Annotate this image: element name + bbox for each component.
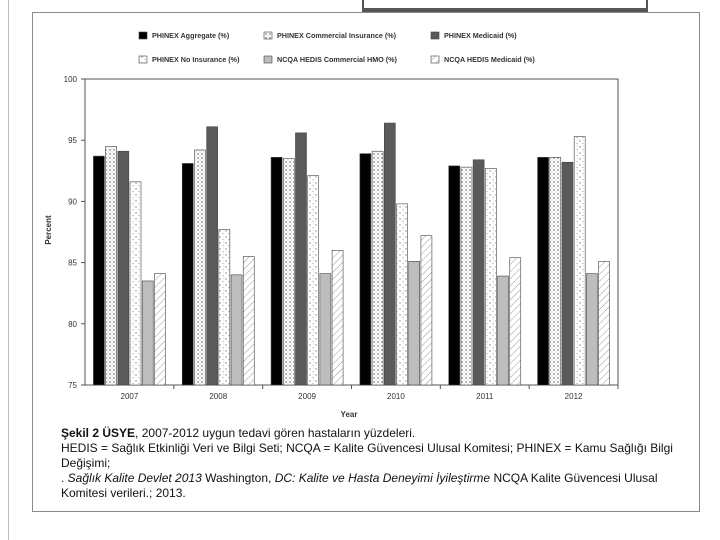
legend-label: PHINEX Commercial Insurance (%): [277, 31, 397, 40]
bar: [307, 175, 319, 386]
bar: [448, 165, 461, 386]
x-tick-label: 2008: [209, 392, 227, 401]
legend-swatch: [263, 31, 273, 40]
bar: [154, 273, 166, 386]
chart-legend: PHINEX Aggregate (%) PHINEX Commercial In…: [138, 31, 535, 64]
caption-line-3-suffix: NCQA Kalite Güvencesi Ulusal Komitesi ve…: [61, 471, 658, 500]
x-tick-label: 2007: [121, 392, 139, 401]
bar: [561, 161, 574, 386]
y-tick-label: 90: [68, 197, 77, 206]
bar: [509, 257, 522, 386]
bar: [105, 146, 117, 386]
bar: [485, 168, 497, 386]
bar: [295, 132, 307, 386]
bar: [598, 261, 610, 386]
y-tick-label: 75: [68, 381, 77, 390]
legend-swatch: [263, 55, 273, 64]
caption-line-3: . Sağlık Kalite Devlet 2013 Washington, …: [61, 471, 681, 501]
legend-swatch: [430, 31, 440, 40]
bar: [181, 163, 194, 386]
figure-caption: Şekil 2 ÜSYE, 2007-2012 uygun tedavi gör…: [61, 426, 681, 501]
caption-line-2: HEDIS = Sağlık Etkinliği Veri ve Bilgi S…: [61, 441, 673, 470]
x-tick-label: 2011: [476, 392, 494, 401]
x-axis-label: Year: [341, 410, 358, 419]
bar: [359, 153, 372, 386]
bar-chart: PHINEX Aggregate (%) PHINEX Commercial In…: [44, 31, 619, 419]
bar: [573, 136, 586, 386]
caption-line-3-mid: Washington,: [201, 471, 275, 485]
legend-label: PHINEX Medicaid (%): [444, 31, 517, 40]
y-tick-label: 95: [68, 136, 77, 145]
y-axis-label: Percent: [44, 215, 53, 245]
legend-swatch: [138, 55, 148, 64]
bar: [218, 229, 231, 386]
x-tick-label: 2010: [387, 392, 405, 401]
bar: [420, 235, 433, 386]
legend-label: PHINEX No Insurance (%): [152, 55, 240, 64]
caption-figure-label: Şekil 2 ÜSYE: [61, 426, 136, 440]
slide-left-rule: [8, 0, 9, 540]
bar: [206, 126, 218, 386]
y-tick-label: 85: [68, 259, 77, 268]
bar: [129, 181, 142, 386]
bar: [396, 203, 408, 386]
caption-line-3-italic: Sağlık Kalite Devlet 2013: [67, 471, 202, 485]
x-tick-label: 2012: [565, 392, 583, 401]
bar: [384, 122, 396, 386]
legend-swatch: [430, 55, 440, 64]
caption-line-3-italic-2: DC: Kalite ve Hasta Deneyimi İyileştirme: [274, 471, 491, 485]
bar: [586, 273, 598, 386]
legend-label: NCQA HEDIS Commercial HMO (%): [277, 55, 398, 64]
bar: [408, 261, 421, 386]
bar: [93, 155, 105, 386]
bar: [331, 250, 344, 386]
bar: [194, 149, 206, 386]
bar: [230, 274, 243, 386]
bar: [371, 150, 384, 386]
y-tick-label: 80: [68, 320, 77, 329]
bar: [497, 275, 509, 386]
y-tick-label: 100: [64, 75, 78, 84]
legend-swatch: [138, 31, 148, 40]
bar: [537, 157, 549, 386]
caption-line-3-prefix: .: [61, 471, 68, 485]
bar: [319, 273, 332, 386]
bar: [549, 157, 562, 386]
bar: [117, 150, 130, 386]
bar: [472, 159, 485, 386]
caption-figure-text: , 2007-2012 uygun tedavi gören hastaları…: [135, 426, 416, 440]
bar: [270, 157, 283, 386]
x-tick-label: 2009: [298, 392, 316, 401]
legend-label: PHINEX Aggregate (%): [152, 31, 230, 40]
legend-label: NCQA HEDIS Medicaid (%): [444, 55, 535, 64]
slide-top-decoration: [362, 0, 648, 12]
bar: [282, 158, 295, 386]
caption-line-1: Şekil 2 ÜSYE, 2007-2012 uygun tedavi gör…: [61, 426, 681, 441]
bar: [460, 166, 473, 386]
bar: [242, 256, 255, 386]
plot-area: 75 80 85 90 95 100 2007 2008 2009 2010 2011 2012: [64, 75, 619, 401]
bar: [141, 280, 154, 386]
